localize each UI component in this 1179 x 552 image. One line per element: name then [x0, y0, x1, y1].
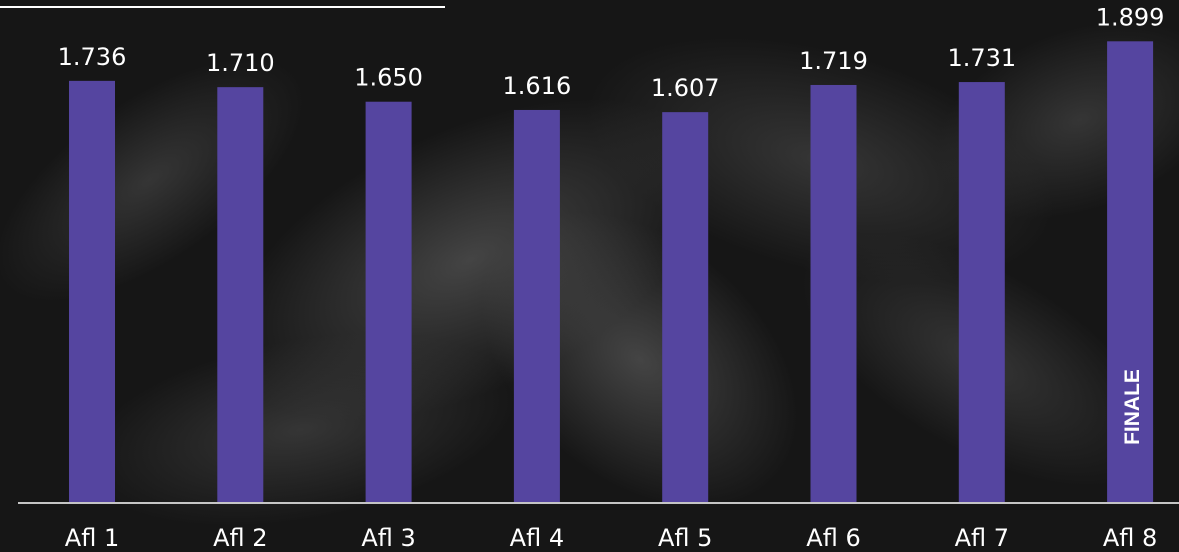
- x-tick-label-6: Afl 6: [806, 524, 860, 552]
- bar-6: [810, 84, 857, 502]
- x-tick-label-3: Afl 3: [361, 524, 415, 552]
- bar-1: [69, 80, 115, 503]
- x-tick-label-5: Afl 5: [658, 524, 712, 552]
- bar-2: [217, 87, 264, 502]
- bar-3: [365, 101, 412, 502]
- bar-7: [958, 82, 1005, 502]
- data-label-7: 1.731: [947, 44, 1016, 72]
- data-label-1: 1.736: [58, 43, 127, 71]
- data-label-6: 1.719: [799, 47, 868, 75]
- x-tick-label-8: Afl 8: [1103, 524, 1157, 552]
- bar-8: [1107, 41, 1154, 503]
- bar-4: [513, 109, 560, 503]
- data-label-4: 1.616: [503, 72, 572, 100]
- data-label-3: 1.650: [354, 64, 423, 92]
- title-underline: [0, 6, 445, 8]
- bar-5: [662, 112, 709, 503]
- data-label-8: 1.899: [1096, 3, 1165, 31]
- x-tick-label-7: Afl 7: [955, 524, 1009, 552]
- data-label-5: 1.607: [651, 74, 720, 102]
- x-tick-label-2: Afl 2: [213, 524, 267, 552]
- annotation-1: FINALE: [1121, 369, 1144, 445]
- data-label-2: 1.710: [206, 49, 275, 77]
- x-tick-label-1: Afl 1: [65, 524, 119, 552]
- x-tick-label-4: Afl 4: [510, 524, 564, 552]
